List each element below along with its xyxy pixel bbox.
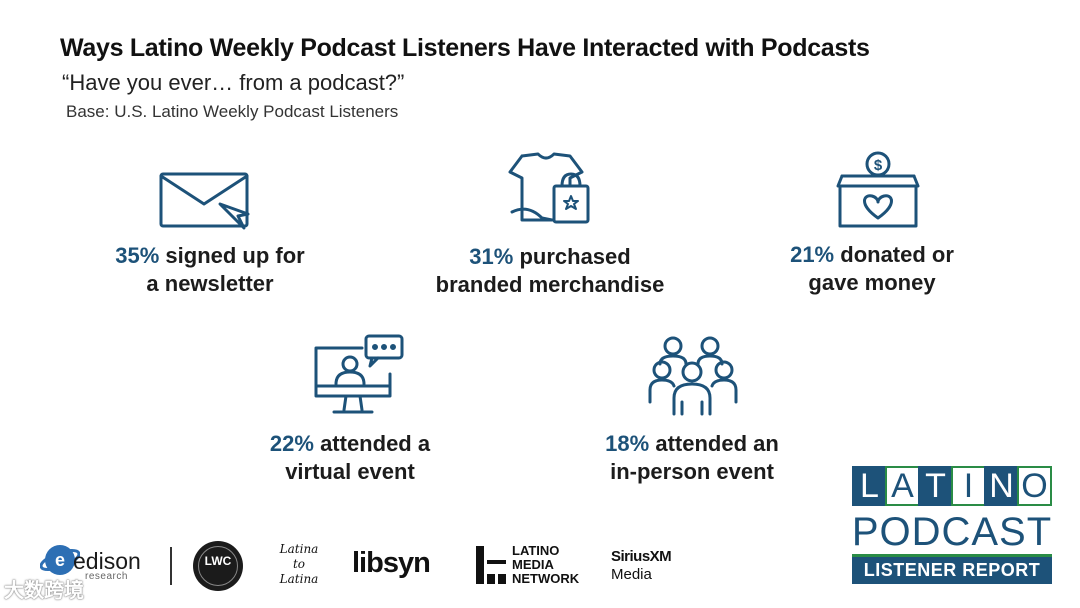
svg-text:$: $ (874, 157, 883, 174)
envelope-cursor-icon (158, 170, 252, 232)
stat-donated: 21% donated or gave money (752, 241, 992, 297)
stat-percent: 31% (469, 244, 514, 269)
stat-line1: attended a (320, 431, 431, 456)
badge-letter-a: A (885, 466, 920, 506)
badge-letter-t: T (918, 466, 953, 506)
latino-media-network-logo-mark (476, 546, 508, 589)
stat-line2: gave money (808, 270, 936, 295)
page-title: Ways Latino Weekly Podcast Listeners Hav… (60, 34, 870, 62)
badge-letter-n: N (984, 466, 1019, 506)
page-subtitle: “Have you ever… from a podcast?” (62, 70, 405, 95)
monitor-chat-icon (312, 334, 406, 418)
libsyn-logo: libsyn (352, 547, 431, 579)
latina-to-latina-logo: Latina to Latina (279, 542, 319, 586)
stat-merchandise: 31% purchased branded merchandise (400, 243, 700, 299)
stat-line2: branded merchandise (435, 272, 665, 297)
lmn-line2: MEDIA (512, 557, 554, 572)
lwc-logo-text: LWC (204, 554, 232, 568)
logo-divider (170, 547, 172, 585)
lmn-line1: LATINO (512, 543, 560, 558)
stat-percent: 22% (269, 431, 314, 456)
stat-newsletter: 35% signed up for a newsletter (80, 242, 340, 298)
svg-text:e: e (55, 550, 65, 570)
donation-box-icon: $ (836, 150, 920, 230)
stat-line1: donated or (840, 242, 954, 267)
stat-in-person-event: 18% attended an in-person event (572, 430, 812, 486)
lwc-logo: LWC (193, 541, 243, 591)
stat-percent: 35% (115, 243, 160, 268)
tshirt-bag-icon (508, 152, 592, 226)
edison-logo-sub: research (85, 571, 128, 582)
badge-letter-l: L (852, 466, 887, 506)
siriusxm-media-text: Media (611, 566, 652, 583)
badge-listener-report: LISTENER REPORT (852, 557, 1052, 584)
edison-logo-mark: e (39, 540, 81, 585)
stat-line2: a newsletter (146, 271, 274, 296)
stat-line1: purchased (519, 244, 631, 269)
base-note: Base: U.S. Latino Weekly Podcast Listene… (66, 102, 399, 121)
badge-podcast: PODCAST (851, 510, 1053, 554)
siriusxm-logo: SiriusXM (611, 548, 672, 565)
watermark: 大数跨境 (4, 580, 84, 602)
stat-percent: 21% (790, 242, 835, 267)
badge-green-rule (852, 554, 1052, 557)
stat-line2: in-person event (610, 459, 774, 484)
badge-letter-i: I (951, 466, 986, 506)
crowd-icon (648, 336, 738, 418)
stat-line1: signed up for (165, 243, 305, 268)
stat-line2: virtual event (285, 459, 415, 484)
stat-line1: attended an (655, 431, 779, 456)
lmn-line3: NETWORK (512, 571, 580, 586)
stat-virtual-event: 22% attended a virtual event (230, 430, 470, 486)
badge-letter-o: O (1017, 466, 1052, 506)
latino-media-network-logo-text: LATINO MEDIA NETWORK (512, 544, 579, 586)
stat-percent: 18% (605, 431, 650, 456)
edison-logo-text: edison (73, 548, 141, 574)
